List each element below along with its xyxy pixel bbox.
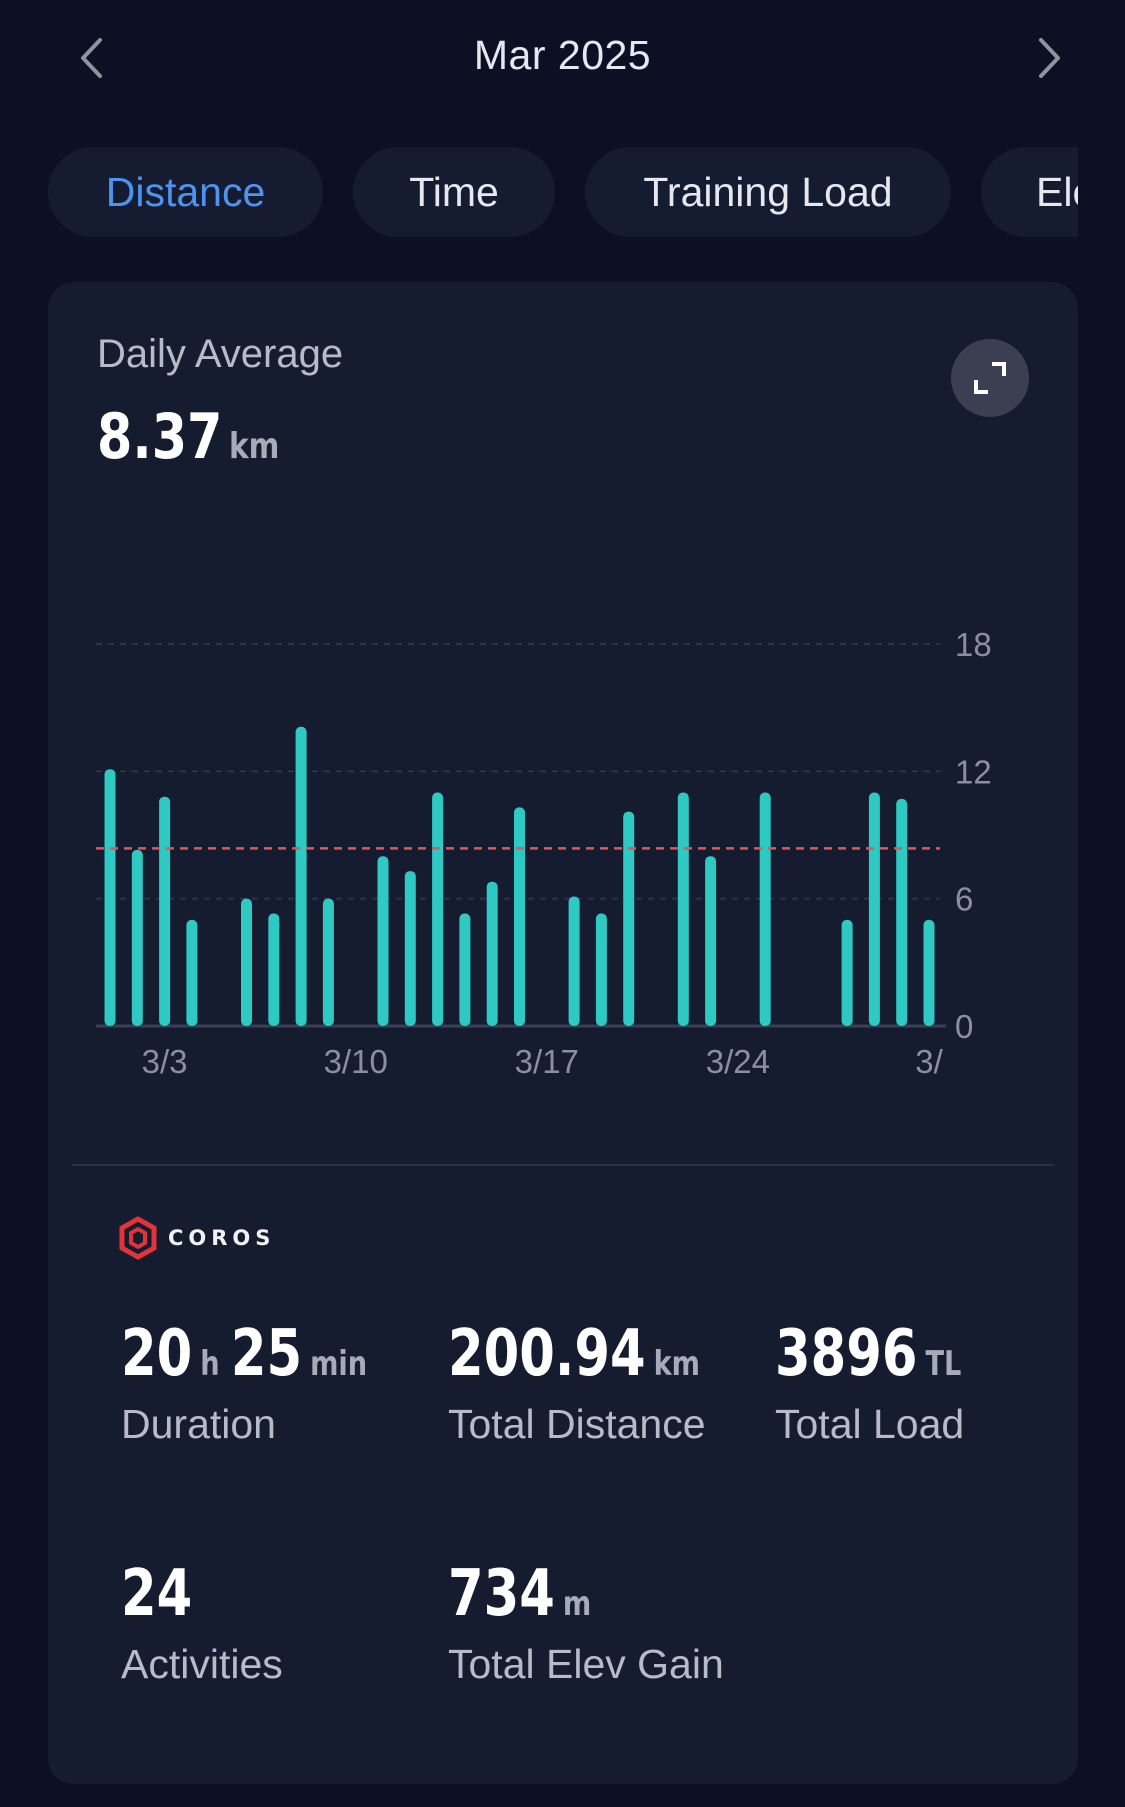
total-distance-label: Total Distance bbox=[448, 1401, 706, 1447]
stat-duration: 20 h 25 min Duration bbox=[121, 1317, 443, 1448]
distance-bar-chart: 0 6 12 18 3/3 3/10 3/17 3/24 3/ bbox=[96, 626, 992, 1080]
distance-card: Daily Average 8.37 km 0 6 12 18 3/3 3/10 3/17 3… bbox=[48, 282, 1078, 1784]
bar[interactable] bbox=[896, 798, 908, 1026]
header: Mar 2025 bbox=[0, 0, 1125, 115]
y-tick-label: 0 bbox=[955, 1008, 973, 1045]
duration-label: Duration bbox=[121, 1401, 276, 1447]
coros-hexagon-icon bbox=[119, 1216, 157, 1260]
tab-elevation[interactable]: Ele bbox=[981, 147, 1078, 237]
duration-hours: 20 bbox=[121, 1317, 193, 1391]
tab-time[interactable]: Time bbox=[353, 147, 555, 237]
x-tick-label: 3/3 bbox=[142, 1043, 188, 1080]
chevron-right-icon bbox=[1039, 38, 1060, 78]
duration-minutes-unit: min bbox=[310, 1344, 368, 1384]
bar[interactable] bbox=[486, 881, 498, 1026]
total-load-label: Total Load bbox=[775, 1401, 965, 1447]
bar[interactable] bbox=[104, 769, 116, 1026]
x-tick-label: 3/ bbox=[915, 1043, 943, 1080]
total-distance-number: 200.94 bbox=[448, 1317, 646, 1391]
duration-value: 20 h 25 min bbox=[121, 1317, 378, 1391]
month-title: Mar 2025 bbox=[473, 32, 652, 78]
x-tick-label: 3/24 bbox=[706, 1043, 770, 1080]
total-load-number: 3896 bbox=[775, 1317, 918, 1391]
bar[interactable] bbox=[514, 807, 525, 1026]
daily-average-label: Daily Average bbox=[97, 332, 344, 376]
bar[interactable] bbox=[268, 913, 280, 1026]
bar[interactable] bbox=[705, 856, 717, 1026]
y-tick-label: 6 bbox=[955, 881, 973, 918]
prev-month-button[interactable] bbox=[66, 30, 116, 86]
tab-training-load[interactable]: Training Load bbox=[585, 147, 951, 237]
bar[interactable] bbox=[677, 792, 689, 1026]
bar[interactable] bbox=[595, 913, 607, 1026]
x-tick-label: 3/17 bbox=[515, 1043, 579, 1080]
bar[interactable] bbox=[295, 726, 307, 1026]
elev-gain-value: 734 m bbox=[448, 1557, 669, 1631]
bar[interactable] bbox=[841, 919, 853, 1026]
bar[interactable] bbox=[322, 898, 334, 1026]
activities-value: 24 bbox=[121, 1557, 250, 1631]
total-distance-unit: km bbox=[653, 1344, 701, 1384]
elev-gain-unit: m bbox=[562, 1584, 592, 1624]
activities-number: 24 bbox=[121, 1557, 193, 1631]
y-tick-label: 18 bbox=[955, 626, 992, 663]
bar[interactable] bbox=[131, 849, 143, 1026]
divider bbox=[72, 1164, 1054, 1166]
bar[interactable] bbox=[241, 898, 252, 1026]
activities-label: Activities bbox=[121, 1641, 283, 1687]
metric-tabs: Distance Time Training Load Ele bbox=[48, 147, 1078, 237]
bar[interactable] bbox=[868, 792, 880, 1026]
expand-icon bbox=[974, 362, 1006, 394]
bar[interactable] bbox=[377, 856, 389, 1026]
bar[interactable] bbox=[568, 896, 580, 1026]
total-load-unit: TL bbox=[925, 1344, 962, 1384]
bar[interactable] bbox=[923, 919, 935, 1026]
total-distance-value: 200.94 km bbox=[448, 1317, 711, 1391]
elev-gain-number: 734 bbox=[448, 1557, 555, 1631]
bar[interactable] bbox=[404, 871, 416, 1026]
stat-total-distance: 200.94 km Total Distance bbox=[448, 1317, 777, 1448]
coros-logo: COROS bbox=[118, 1214, 275, 1262]
total-load-value: 3896 TL bbox=[775, 1317, 973, 1391]
bar[interactable] bbox=[186, 919, 198, 1026]
next-month-button[interactable] bbox=[1025, 30, 1075, 86]
daily-average-unit: km bbox=[229, 426, 280, 467]
chevron-left-icon bbox=[81, 38, 102, 78]
bar[interactable] bbox=[459, 913, 471, 1026]
tab-distance[interactable]: Distance bbox=[48, 147, 323, 237]
stat-activities: 24 Activities bbox=[121, 1557, 283, 1688]
bar[interactable] bbox=[759, 792, 771, 1026]
stat-total-elev-gain: 734 m Total Elev Gain bbox=[448, 1557, 724, 1688]
stat-total-load: 3896 TL Total Load bbox=[775, 1317, 1022, 1448]
daily-average-number: 8.37 bbox=[97, 400, 223, 473]
y-tick-label: 12 bbox=[955, 753, 992, 790]
bar[interactable] bbox=[623, 811, 635, 1026]
x-tick-label: 3/10 bbox=[324, 1043, 388, 1080]
daily-average-value: 8.37 km bbox=[97, 400, 279, 473]
elev-gain-label: Total Elev Gain bbox=[448, 1641, 724, 1687]
duration-hours-unit: h bbox=[200, 1344, 220, 1384]
duration-minutes: 25 bbox=[230, 1317, 303, 1391]
expand-button[interactable] bbox=[951, 339, 1029, 417]
brand-name: COROS bbox=[168, 1226, 276, 1250]
bar[interactable] bbox=[159, 796, 171, 1026]
bar[interactable] bbox=[432, 792, 444, 1026]
